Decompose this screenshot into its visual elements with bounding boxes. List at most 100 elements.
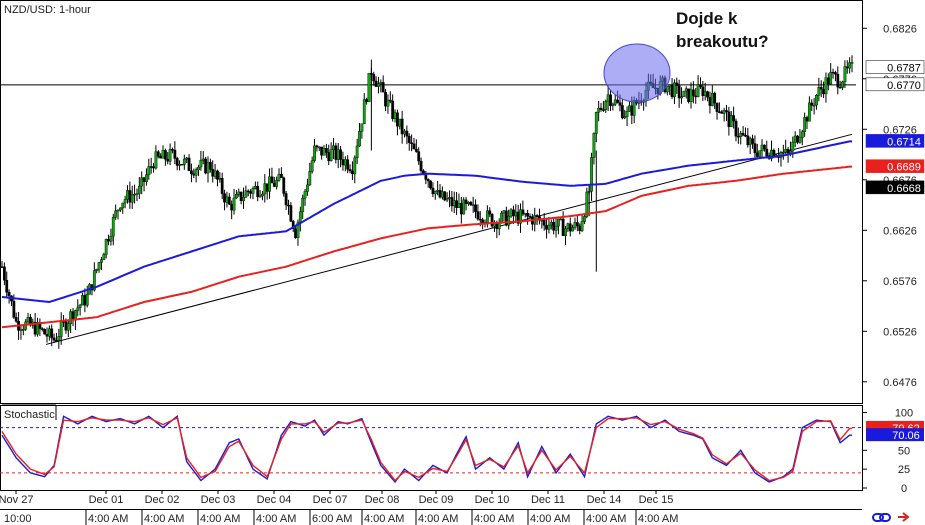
candle [348,164,352,174]
candle-body [725,110,728,112]
candle-body [116,209,120,212]
candle [417,147,421,165]
candle-body [171,149,174,151]
candle [812,98,816,115]
candle-body [426,179,430,182]
candle [469,200,473,207]
candle-body [670,84,674,98]
candle [109,228,113,246]
candle-body [365,99,369,102]
candle-body [12,300,16,318]
candle-body [199,159,203,168]
candle [590,152,593,201]
x-axis-time-label: 4:00 AM [88,513,128,525]
price-panel-frame [0,0,863,404]
candle-body [528,216,532,218]
x-axis-date-label: Dec 01 [89,494,124,506]
candle-body [625,110,629,117]
candle-body [100,259,103,263]
candle [623,109,627,120]
candle-body [592,133,596,158]
candle-body [448,197,451,199]
candle-body [822,89,825,95]
candle-body [732,115,736,122]
candle-body [320,146,324,156]
x-axis-time-label: 10:00 [4,513,32,525]
price-tag-label: 0.6689 [887,162,921,174]
candle-body [815,94,818,106]
candle-body [450,197,454,207]
candle-body [708,96,712,106]
candle-body [275,180,279,187]
candle-body [739,132,743,137]
candle-body [632,100,636,116]
candle-body [547,224,551,230]
link-icon[interactable] [872,513,891,522]
candle [111,213,115,246]
candle-body [317,146,321,149]
candle-body [459,203,463,215]
candle [194,167,198,183]
candle-body [665,85,669,93]
candle-body [353,157,357,175]
arrow-right-icon[interactable] [898,512,910,522]
candle [594,111,598,143]
candle-body [552,221,556,231]
candle [734,118,738,142]
candle-body [850,62,854,64]
x-axis-date-label: Dec 07 [313,494,348,506]
candle [609,90,612,111]
candle-body [412,143,416,150]
candle [476,204,480,221]
candle-body [78,304,82,308]
x-axis: Nov 27 10:00 Dec 01 4:00 AM Dec 02 4:00 AM Dec… [0,490,678,525]
candle-body [5,279,9,293]
candle-body [736,136,740,138]
candle-body [438,190,442,198]
candle-body [185,157,189,160]
candle-body [104,239,108,255]
candle-body [481,219,485,224]
candle-body [817,87,821,96]
x-axis-date-label: Dec 03 [201,494,236,506]
candle-body [715,102,719,112]
candle-body [590,157,593,192]
candle-body [180,164,184,166]
uptrend-line [45,133,853,345]
candle-body [734,120,738,137]
candle-body [76,307,80,311]
candle [137,177,141,199]
candle [464,197,468,211]
candle-body [760,144,764,151]
candle [377,76,380,94]
candle [270,167,274,184]
candle [715,102,719,120]
candle-body [346,159,350,170]
price-tag-box [865,180,925,195]
candle-body [303,191,307,199]
candle-body [244,190,248,198]
candle [547,216,551,234]
candle-body [19,329,23,331]
price-tag-label: 0.6714 [887,136,921,148]
candle-body [829,71,833,85]
candle-body [126,190,129,200]
candle-body [810,102,814,106]
candle [388,91,392,104]
candle-body [327,152,331,162]
x-axis-date-label: Dec 11 [531,494,565,506]
candle [130,185,134,209]
candle [346,155,350,174]
candle-body [310,160,314,172]
price-tag-box [865,77,925,92]
x-axis-date-label: Dec 14 [587,494,622,506]
candle-body [168,149,172,162]
candle-body [216,170,219,180]
candle-body [287,204,290,207]
candle [384,88,387,112]
candle-body [367,73,371,102]
price-axis-label: 0.6826 [883,23,917,35]
candle-body [580,221,584,231]
candle [445,192,449,202]
